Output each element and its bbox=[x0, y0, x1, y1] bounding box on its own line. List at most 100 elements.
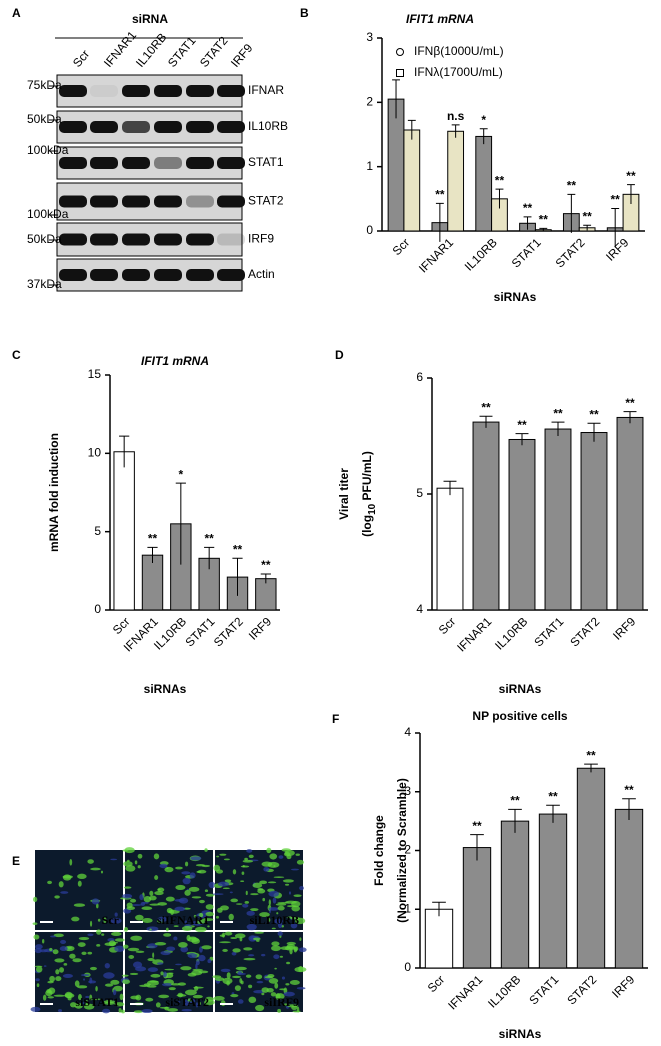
label-part: Fold change bbox=[372, 815, 386, 886]
stain bbox=[224, 879, 232, 883]
stain bbox=[269, 853, 278, 860]
error-bar bbox=[175, 482, 186, 565]
stain bbox=[215, 915, 220, 919]
stain bbox=[160, 971, 164, 976]
stain bbox=[175, 884, 186, 891]
lane-label: IRF9 bbox=[228, 41, 256, 70]
significance: ** bbox=[553, 406, 563, 420]
stain bbox=[164, 968, 175, 971]
stain bbox=[256, 980, 264, 984]
stain bbox=[274, 982, 279, 989]
x-axis-label: siRNAs bbox=[499, 682, 542, 696]
stain bbox=[296, 859, 305, 865]
stain bbox=[128, 955, 135, 959]
stain bbox=[220, 905, 229, 911]
significance: ** bbox=[148, 532, 158, 546]
y-axis-label: Viral titer bbox=[337, 468, 351, 520]
stain bbox=[183, 1002, 189, 1006]
band bbox=[122, 121, 150, 133]
stain bbox=[85, 995, 90, 999]
band bbox=[90, 85, 118, 97]
y-axis-label: (log10 PFU/mL) bbox=[360, 451, 377, 537]
error-bar bbox=[407, 119, 416, 140]
band bbox=[59, 195, 87, 208]
error-bar bbox=[611, 207, 620, 248]
bar bbox=[447, 130, 465, 232]
mw-marker: 37kDa bbox=[27, 277, 62, 291]
stain bbox=[284, 883, 290, 886]
stain bbox=[111, 931, 122, 936]
stain bbox=[244, 900, 250, 904]
significance: ** bbox=[495, 173, 505, 187]
stain bbox=[52, 949, 59, 955]
stain bbox=[154, 890, 164, 896]
x-tick-label: IFNAR1 bbox=[416, 235, 456, 275]
stain bbox=[226, 972, 231, 979]
stain bbox=[110, 917, 122, 924]
stain bbox=[271, 927, 276, 930]
stain bbox=[185, 989, 197, 996]
stain bbox=[205, 911, 215, 917]
stain bbox=[59, 946, 68, 952]
band bbox=[154, 85, 182, 97]
image-label: siSTAT2 bbox=[165, 995, 209, 1009]
error-bar bbox=[260, 573, 271, 584]
stain bbox=[174, 906, 186, 912]
stain bbox=[125, 865, 136, 872]
band bbox=[186, 85, 214, 97]
mw-marker: 50kDa bbox=[27, 232, 62, 246]
band bbox=[217, 121, 245, 133]
band bbox=[154, 233, 182, 246]
bar bbox=[255, 578, 277, 611]
stain bbox=[32, 896, 38, 903]
stain bbox=[178, 941, 188, 948]
chart-title: NP positive cells bbox=[472, 709, 567, 723]
stain bbox=[205, 904, 214, 910]
panel-letter: C bbox=[12, 348, 21, 362]
stain bbox=[240, 980, 244, 985]
label-part: mRNA fold induction bbox=[47, 433, 61, 552]
stain bbox=[59, 967, 65, 973]
band bbox=[122, 157, 150, 169]
error-bar bbox=[470, 834, 484, 861]
significance: ** bbox=[523, 201, 533, 215]
stain bbox=[89, 966, 97, 971]
panel-letter: A bbox=[12, 6, 21, 20]
stain bbox=[43, 965, 47, 967]
stain bbox=[281, 976, 286, 980]
x-tick-label: Scr bbox=[390, 235, 413, 258]
stain bbox=[157, 962, 164, 965]
stain bbox=[54, 895, 60, 899]
error-bar bbox=[587, 422, 601, 442]
stain bbox=[277, 931, 283, 936]
stain bbox=[216, 855, 220, 858]
error-bar bbox=[584, 763, 598, 773]
stain bbox=[154, 942, 167, 946]
y-tick-label: 3 bbox=[366, 30, 373, 44]
x-tick-label: IRF9 bbox=[246, 614, 275, 643]
significance: ** bbox=[626, 169, 636, 183]
stain bbox=[122, 979, 131, 985]
stain bbox=[97, 918, 101, 922]
stain bbox=[35, 944, 43, 950]
stain bbox=[77, 942, 86, 947]
stain bbox=[135, 994, 142, 1001]
stain bbox=[228, 913, 234, 921]
stain bbox=[273, 876, 285, 879]
y-tick-label: 15 bbox=[88, 367, 102, 381]
stain bbox=[296, 987, 306, 990]
error-bar bbox=[435, 202, 444, 242]
stain bbox=[198, 1001, 201, 1006]
stain bbox=[188, 886, 200, 892]
stain bbox=[177, 1001, 181, 1003]
error-bar bbox=[539, 227, 548, 231]
stain bbox=[174, 898, 185, 902]
x-tick-label: STAT2 bbox=[567, 614, 602, 649]
y-tick-label: 0 bbox=[366, 223, 373, 237]
stain bbox=[147, 943, 158, 949]
legend-label: IFNβ(1000U/mL) bbox=[414, 44, 504, 58]
band bbox=[59, 85, 87, 97]
stain bbox=[176, 994, 187, 997]
stain bbox=[146, 926, 159, 932]
stain bbox=[60, 939, 67, 945]
